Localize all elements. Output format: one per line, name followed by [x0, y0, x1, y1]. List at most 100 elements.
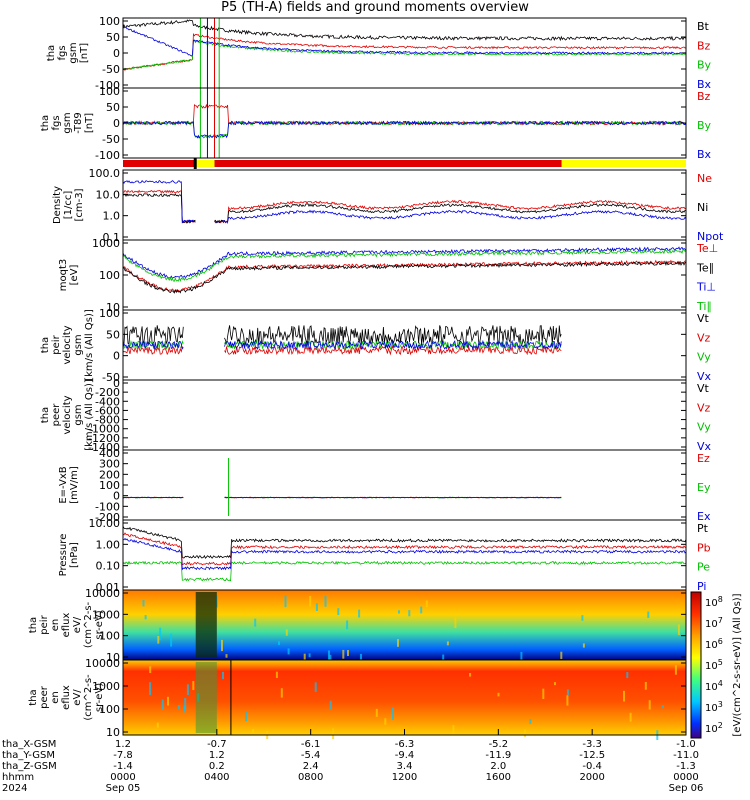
trace-Pe: [122, 560, 687, 582]
legend-Pb: Pb: [697, 541, 711, 554]
spectrogram-streak: [142, 599, 145, 607]
ylabel-line: sr-eV): [94, 683, 105, 712]
spectrogram-streak: [497, 692, 500, 697]
ylabel-line: eflux: [61, 613, 72, 638]
ytick-label: 1000: [92, 680, 120, 693]
legend-Pe: Pe: [697, 561, 710, 574]
ytick-label: 1.00: [96, 538, 121, 551]
spectrogram-streak: [347, 650, 349, 656]
spectrogram-streak: [454, 617, 457, 628]
panel-frame: [122, 449, 687, 521]
legend-Vx: Vx: [697, 440, 712, 453]
spectrogram-streak: [225, 654, 228, 658]
spectrogram-streak: [332, 728, 335, 740]
spectrogram-streak: [252, 729, 254, 733]
spectrogram-streak: [280, 688, 283, 698]
ytick-label: 200: [99, 468, 120, 481]
spectrogram-streak: [420, 606, 423, 614]
ytick-label: -800: [95, 414, 120, 427]
ylabel-line: E=-VxB: [58, 466, 69, 503]
spectrogram-streak: [626, 672, 629, 679]
legend-Te∥: Te∥: [696, 261, 714, 274]
trace-Npot: [122, 180, 687, 224]
spectrogram-streak: [529, 719, 532, 724]
ytick-label: -200: [95, 511, 120, 524]
ephemeris-value: 0400: [204, 772, 229, 783]
mode-bar-segment: [561, 160, 686, 167]
ytick-label: 0.01: [96, 581, 121, 594]
spectrogram-streak: [314, 682, 317, 692]
ytick-label: -100: [95, 500, 120, 513]
spectrogram-streak: [245, 711, 248, 722]
spectrogram-streak: [329, 700, 332, 710]
ephemeris-value: -1.4: [113, 761, 133, 772]
ylabel-line: gsm: [68, 42, 79, 63]
spectrogram-streak: [392, 707, 394, 721]
spectrogram-streak: [647, 611, 650, 618]
ytick-label: 50: [106, 31, 120, 44]
ytick-label: -1000: [88, 423, 120, 436]
ephemeris-value: 1.2: [115, 739, 131, 750]
spectrogram-streak: [170, 633, 173, 647]
trace-Vt: [122, 325, 562, 347]
panel-peir_eflux: 10000 1000 100 10 tha peir en eflux eV/(cm^2-s-s…: [28, 587, 687, 668]
spectrogram-streak: [425, 600, 428, 608]
ephemeris-value: -1.3: [676, 761, 696, 772]
ytick-label: 0: [113, 490, 120, 503]
spectrogram-gap: [195, 592, 217, 658]
spectrogram-streak: [360, 653, 362, 660]
ytick-label: 100: [99, 307, 120, 320]
legend-Bz: Bz: [697, 90, 711, 103]
legend-Vy: Vy: [697, 351, 711, 364]
spectrogram-streak: [161, 699, 164, 710]
trace-Ti∥: [122, 248, 687, 282]
legend-Vz: Vz: [697, 401, 711, 414]
trace-Bx: [122, 120, 687, 139]
ylabel-line: [1/cc]: [63, 191, 74, 220]
trace-Pi: [122, 537, 687, 571]
ylabel-line: [eV]: [69, 265, 80, 286]
ephemeris-value: 1200: [392, 772, 417, 783]
ephemeris-value: 1.2: [209, 750, 225, 761]
ephemeris-value: Sep 05: [106, 783, 141, 794]
colorbar-tick-label: 105: [705, 658, 723, 672]
ephemeris-value: -5.2: [489, 739, 509, 750]
spectrogram-streak: [159, 627, 162, 641]
colorbar-tick-exponent: 6: [718, 637, 723, 646]
trace-By: [122, 120, 687, 139]
spectrogram-streak: [178, 705, 180, 709]
legend-Vy: Vy: [697, 421, 711, 434]
panel-fgs_gsm: 100 50 0 -50 -100 tha fgs gsm [nT] Bt Bz By Bx: [46, 15, 712, 92]
ytick-label: 100.0: [89, 167, 121, 180]
spectrogram-streak: [157, 636, 160, 644]
ylabel-line: [nT]: [84, 113, 95, 133]
ytick-label: 0: [113, 377, 120, 390]
ephemeris-value: 1600: [486, 772, 511, 783]
ephemeris-value: -11.9: [485, 750, 511, 761]
spectrogram-streak: [469, 673, 472, 677]
spectrogram-streak: [144, 615, 147, 620]
ylabel-line: eflux: [61, 685, 72, 710]
ephemeris-value: -0.4: [582, 761, 602, 772]
legend-Vt: Vt: [697, 382, 710, 395]
ylabel-line: sr-eV): [94, 610, 105, 639]
ylabel-line: [km/s (All Qs)]: [84, 309, 95, 381]
ytick-label: -50: [102, 63, 120, 76]
ylabel-line: velocity: [62, 325, 73, 364]
legend-Ti⊥: Ti⊥: [696, 281, 716, 294]
ephemeris-row-label: tha_X-GSM: [2, 739, 56, 750]
legend-Pi: Pi: [697, 580, 706, 593]
ytick-label: 300: [99, 458, 120, 471]
ylabel-line: moqt3: [58, 259, 69, 292]
spectrogram-streak: [542, 688, 545, 699]
ephemeris-value: 2.0: [490, 761, 506, 772]
spectrogram-streak: [278, 641, 280, 645]
ylabel-line: peer: [39, 685, 50, 709]
ylabel-line: fgs: [57, 45, 68, 60]
ephemeris-value: 0.2: [209, 761, 225, 772]
ytick-label: 100: [99, 15, 120, 28]
spectrogram-streak: [284, 595, 287, 608]
ylabel-line: tha: [46, 45, 57, 61]
